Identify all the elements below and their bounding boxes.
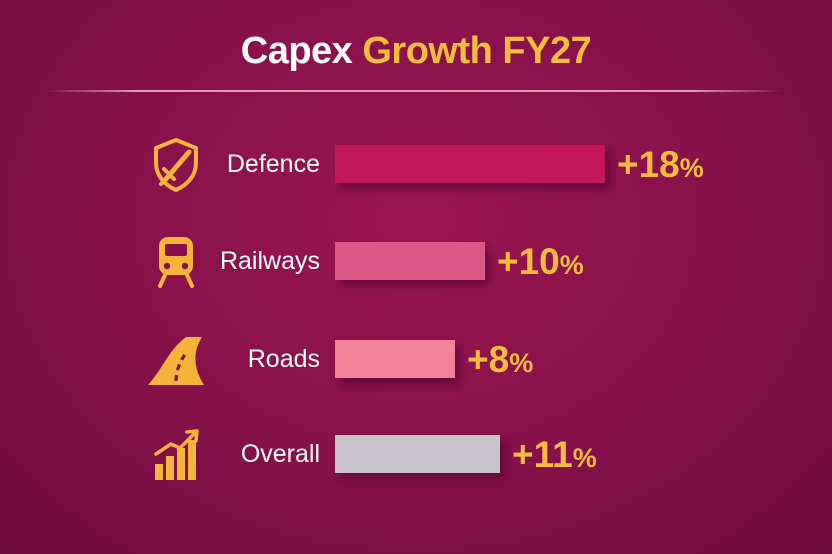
bar-defence — [335, 145, 605, 183]
title-part2: Growth FY27 — [362, 30, 592, 72]
road-icon — [148, 337, 204, 385]
category-label-overall: Overall — [241, 440, 320, 468]
title-part1: Capex — [240, 30, 353, 72]
bar-overall — [335, 435, 500, 473]
bar-railways — [335, 242, 485, 280]
bar-roads — [335, 340, 455, 378]
chart-title: Capex Growth FY27 — [0, 30, 832, 73]
category-label-defence: Defence — [227, 150, 320, 178]
train-icon — [158, 237, 194, 288]
title-divider — [46, 90, 782, 92]
value-label-roads: +8% — [467, 339, 533, 380]
category-label-roads: Roads — [248, 345, 320, 373]
growth-chart-icon — [154, 429, 199, 480]
value-label-defence: +18% — [617, 144, 704, 185]
shield-sword-icon — [154, 138, 198, 192]
value-label-railways: +10% — [497, 241, 584, 282]
value-label-overall: +11% — [512, 434, 597, 475]
category-label-railways: Railways — [220, 247, 320, 275]
